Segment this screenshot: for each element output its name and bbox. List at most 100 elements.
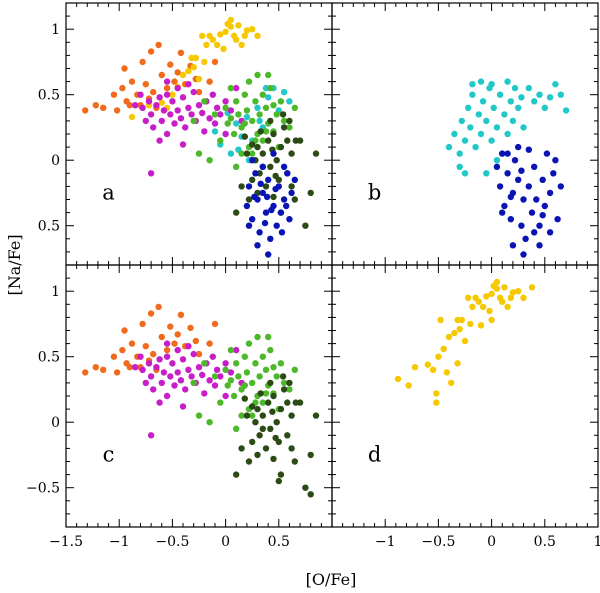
data-point: [128, 78, 136, 85]
data-point: [121, 65, 128, 72]
data-point: [278, 229, 286, 236]
data-point: [277, 360, 285, 367]
data-point: [156, 94, 163, 101]
data-point: [257, 180, 264, 187]
data-point: [445, 143, 453, 151]
data-point: [531, 163, 538, 170]
data-point: [507, 216, 514, 223]
data-point: [477, 322, 485, 329]
data-point: [243, 113, 251, 121]
series-magenta: [132, 340, 245, 439]
data-point: [458, 117, 465, 125]
data-point: [147, 373, 155, 380]
data-point: [493, 157, 501, 164]
series-green: [190, 333, 298, 432]
data-point: [284, 170, 291, 177]
data-point: [288, 412, 295, 419]
data-point: [520, 294, 527, 301]
data-point: [515, 288, 522, 295]
data-point: [224, 120, 231, 127]
panel-label: a: [102, 181, 115, 205]
data-point: [265, 333, 272, 341]
data-point: [119, 346, 126, 354]
data-point: [119, 84, 126, 92]
data-point: [243, 412, 251, 419]
data-point: [259, 137, 266, 144]
data-point: [241, 120, 248, 127]
data-point: [188, 111, 195, 118]
data-point: [139, 104, 146, 112]
data-point: [195, 150, 203, 157]
data-point: [267, 425, 274, 432]
data-point: [259, 425, 266, 432]
data-point: [292, 137, 299, 144]
data-point: [249, 141, 256, 148]
data-point: [269, 408, 276, 415]
x-tick-label: 1: [594, 534, 600, 550]
data-point: [273, 419, 280, 426]
data-point: [259, 150, 266, 157]
data-point: [520, 124, 527, 131]
data-point: [163, 130, 171, 138]
data-point: [435, 353, 442, 360]
data-point: [456, 163, 463, 170]
data-point: [211, 373, 219, 380]
data-point: [217, 137, 224, 144]
data-point: [262, 128, 270, 135]
data-point: [520, 196, 527, 203]
data-point: [270, 364, 277, 371]
data-point: [192, 337, 199, 345]
data-point: [443, 369, 451, 376]
data-point: [243, 202, 251, 210]
data-point: [167, 111, 174, 118]
data-point: [286, 98, 293, 105]
data-point: [249, 150, 256, 157]
data-point: [185, 81, 192, 88]
series-blue: [243, 150, 298, 258]
data-point: [201, 98, 208, 105]
data-point: [155, 303, 162, 311]
data-point: [252, 360, 259, 367]
data-point: [169, 360, 176, 367]
data-point: [190, 379, 197, 387]
data-point: [195, 364, 203, 371]
data-point: [185, 104, 192, 112]
data-point: [262, 209, 270, 216]
data-point: [179, 94, 187, 101]
data-point: [277, 471, 285, 478]
panel-b: b: [331, 2, 599, 266]
data-point: [241, 382, 248, 389]
data-point: [185, 366, 192, 373]
data-point: [110, 91, 118, 98]
data-point: [454, 316, 461, 324]
data-point: [171, 382, 178, 389]
data-point: [100, 366, 107, 373]
data-point: [171, 340, 178, 347]
series-cyan: [445, 78, 570, 177]
data-point: [256, 432, 263, 439]
data-point: [243, 27, 251, 34]
data-point: [158, 333, 165, 341]
data-point: [227, 23, 235, 30]
data-point: [211, 111, 219, 118]
data-point: [543, 150, 551, 157]
data-point: [209, 36, 216, 43]
data-point: [262, 445, 270, 452]
data-point: [259, 91, 266, 98]
data-point: [259, 353, 266, 360]
data-point: [272, 185, 279, 193]
data-point: [249, 379, 256, 387]
data-point: [163, 78, 171, 85]
data-point: [150, 350, 157, 358]
data-point: [139, 320, 146, 328]
data-point: [518, 222, 525, 229]
data-point: [454, 360, 461, 367]
data-point: [238, 150, 245, 157]
data-point: [493, 285, 501, 292]
panel-frame: [331, 2, 599, 266]
data-point: [201, 58, 208, 66]
data-point: [142, 379, 149, 387]
data-point: [139, 58, 146, 66]
data-point: [174, 84, 181, 92]
data-point: [217, 373, 224, 380]
